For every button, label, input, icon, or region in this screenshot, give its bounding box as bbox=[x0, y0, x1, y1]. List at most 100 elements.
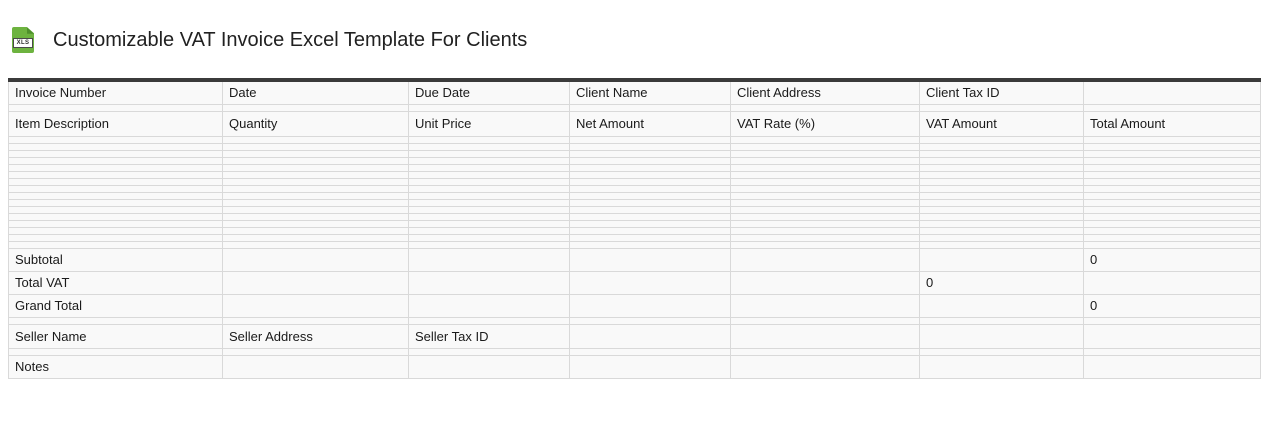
empty-cell bbox=[8, 205, 223, 214]
empty-cell bbox=[569, 156, 731, 165]
empty-cell bbox=[222, 149, 409, 158]
empty-item-row bbox=[8, 219, 1261, 228]
empty-cell bbox=[569, 177, 731, 186]
empty-cell bbox=[730, 240, 920, 249]
empty-cell bbox=[8, 240, 223, 249]
table-bottom-rows: Subtotal 0 Total VAT 0 Grand Total 0 bbox=[8, 247, 1261, 379]
spacer-cell bbox=[730, 347, 920, 356]
empty-cell bbox=[919, 142, 1084, 151]
empty-cell bbox=[569, 149, 731, 158]
empty-cell bbox=[1083, 184, 1261, 193]
empty-cell bbox=[1083, 219, 1261, 228]
page-title: Customizable VAT Invoice Excel Template … bbox=[53, 28, 528, 51]
empty-item-row bbox=[8, 212, 1261, 221]
empty-cell bbox=[730, 212, 920, 221]
empty-cell bbox=[8, 184, 223, 193]
notes-label: Notes bbox=[8, 354, 223, 379]
empty-cell bbox=[222, 270, 409, 295]
empty-cell bbox=[569, 191, 731, 200]
empty-cell bbox=[408, 135, 570, 144]
empty-cell bbox=[730, 156, 920, 165]
header-cell-due-date: Due Date bbox=[408, 79, 570, 105]
empty-item-row bbox=[8, 135, 1261, 144]
empty-item-row bbox=[8, 156, 1261, 165]
empty-cell bbox=[408, 177, 570, 186]
item-header-row: Item Description Quantity Unit Price Net… bbox=[8, 110, 1261, 137]
xls-file-icon: XLS bbox=[12, 27, 34, 53]
empty-cell bbox=[569, 198, 731, 207]
spacer-cell bbox=[730, 316, 920, 325]
empty-cell bbox=[408, 149, 570, 158]
header-cell-empty bbox=[1083, 79, 1261, 105]
header-cell-client-address: Client Address bbox=[730, 79, 920, 105]
empty-cell bbox=[8, 177, 223, 186]
empty-cell bbox=[408, 354, 570, 379]
empty-cell bbox=[408, 270, 570, 295]
empty-cell bbox=[730, 270, 920, 295]
spacer-cell bbox=[1083, 103, 1261, 112]
spacer-row bbox=[8, 316, 1261, 325]
empty-item-row bbox=[8, 177, 1261, 186]
header-cell-seller-name: Seller Name bbox=[8, 323, 223, 349]
empty-cell bbox=[919, 219, 1084, 228]
empty-cell bbox=[730, 226, 920, 235]
empty-cell bbox=[569, 205, 731, 214]
empty-cell bbox=[730, 191, 920, 200]
empty-cell bbox=[222, 184, 409, 193]
empty-cell bbox=[1083, 191, 1261, 200]
empty-cell bbox=[1083, 226, 1261, 235]
empty-cell bbox=[569, 240, 731, 249]
empty-cell bbox=[222, 205, 409, 214]
empty-cell bbox=[408, 184, 570, 193]
empty-cell bbox=[569, 212, 731, 221]
header-cell-client-tax-id: Client Tax ID bbox=[919, 79, 1084, 105]
spacer-cell bbox=[730, 103, 920, 112]
empty-cell bbox=[408, 163, 570, 172]
header-cell-item-description: Item Description bbox=[8, 110, 223, 137]
total-vat-label: Total VAT bbox=[8, 270, 223, 295]
spacer-cell bbox=[222, 316, 409, 325]
empty-cell bbox=[919, 226, 1084, 235]
empty-cell bbox=[730, 170, 920, 179]
grand-total-vat-amount bbox=[919, 293, 1084, 318]
empty-cell bbox=[1083, 163, 1261, 172]
empty-cell bbox=[569, 270, 731, 295]
empty-cell bbox=[222, 354, 409, 379]
spacer-cell bbox=[919, 316, 1084, 325]
xls-file-icon-fold bbox=[26, 27, 34, 34]
empty-cell bbox=[730, 219, 920, 228]
empty-cell bbox=[569, 354, 731, 379]
empty-cell bbox=[222, 198, 409, 207]
empty-cell bbox=[1083, 142, 1261, 151]
empty-cell bbox=[730, 293, 920, 318]
grand-total-total-amount: 0 bbox=[1083, 293, 1261, 318]
empty-item-row bbox=[8, 184, 1261, 193]
total-vat-total-amount bbox=[1083, 270, 1261, 295]
empty-cell bbox=[919, 354, 1084, 379]
spacer-cell bbox=[408, 316, 570, 325]
empty-item-row bbox=[8, 233, 1261, 242]
empty-cell bbox=[222, 212, 409, 221]
empty-cell bbox=[8, 219, 223, 228]
empty-item-row bbox=[8, 163, 1261, 172]
empty-cell bbox=[919, 212, 1084, 221]
empty-item-row bbox=[8, 170, 1261, 179]
empty-cell bbox=[408, 205, 570, 214]
empty-cell bbox=[919, 184, 1084, 193]
empty-cell bbox=[1083, 205, 1261, 214]
empty-cell bbox=[569, 233, 731, 242]
empty-cell bbox=[1083, 198, 1261, 207]
spacer-cell bbox=[8, 316, 223, 325]
empty-cell bbox=[1083, 135, 1261, 144]
spacer-cell bbox=[919, 347, 1084, 356]
header-cell-invoice-number: Invoice Number bbox=[8, 79, 223, 105]
empty-cell bbox=[8, 163, 223, 172]
empty-cell bbox=[730, 233, 920, 242]
empty-cell bbox=[222, 135, 409, 144]
spacer-cell bbox=[569, 103, 731, 112]
empty-cell bbox=[730, 247, 920, 272]
empty-cell bbox=[8, 156, 223, 165]
spacer-cell bbox=[1083, 347, 1261, 356]
empty-cell bbox=[919, 135, 1084, 144]
spacer-cell bbox=[569, 347, 731, 356]
